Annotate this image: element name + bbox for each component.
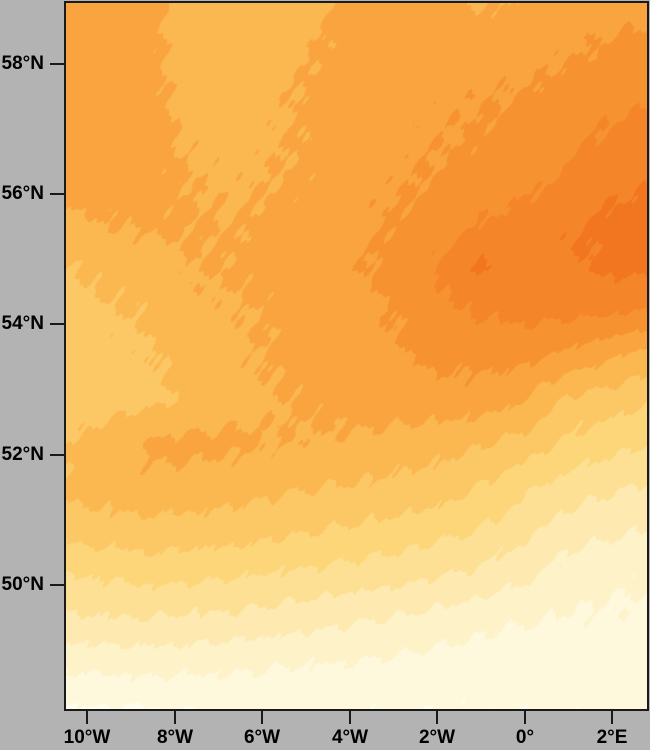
x-tick-label: 10°W — [63, 727, 111, 748]
plot-frame — [64, 1, 649, 711]
x-tick-mark — [524, 711, 526, 724]
y-tick-label: 56°N — [1, 183, 44, 204]
x-tick-label: 6°W — [243, 727, 281, 748]
x-tick-mark — [611, 711, 613, 724]
y-tick-mark — [50, 584, 64, 586]
y-tick-mark — [50, 193, 64, 195]
y-tick-label: 58°N — [1, 53, 44, 74]
x-tick-mark — [174, 711, 176, 724]
y-tick-mark — [50, 63, 64, 65]
y-tick-mark — [50, 323, 64, 325]
y-tick-label: 50°N — [1, 574, 44, 595]
x-tick-mark — [261, 711, 263, 724]
x-tick-label: 2°E — [596, 727, 628, 748]
x-tick-label: 2°W — [418, 727, 456, 748]
x-tick-label: 0° — [515, 727, 535, 748]
y-tick-mark — [50, 454, 64, 456]
x-tick-mark — [436, 711, 438, 724]
contour-plot-canvas — [66, 3, 647, 709]
x-tick-mark — [86, 711, 88, 724]
x-tick-label: 4°W — [331, 727, 369, 748]
y-tick-label: 52°N — [1, 444, 44, 465]
x-tick-mark — [349, 711, 351, 724]
y-tick-label: 54°N — [1, 313, 44, 334]
x-tick-label: 8°W — [156, 727, 194, 748]
